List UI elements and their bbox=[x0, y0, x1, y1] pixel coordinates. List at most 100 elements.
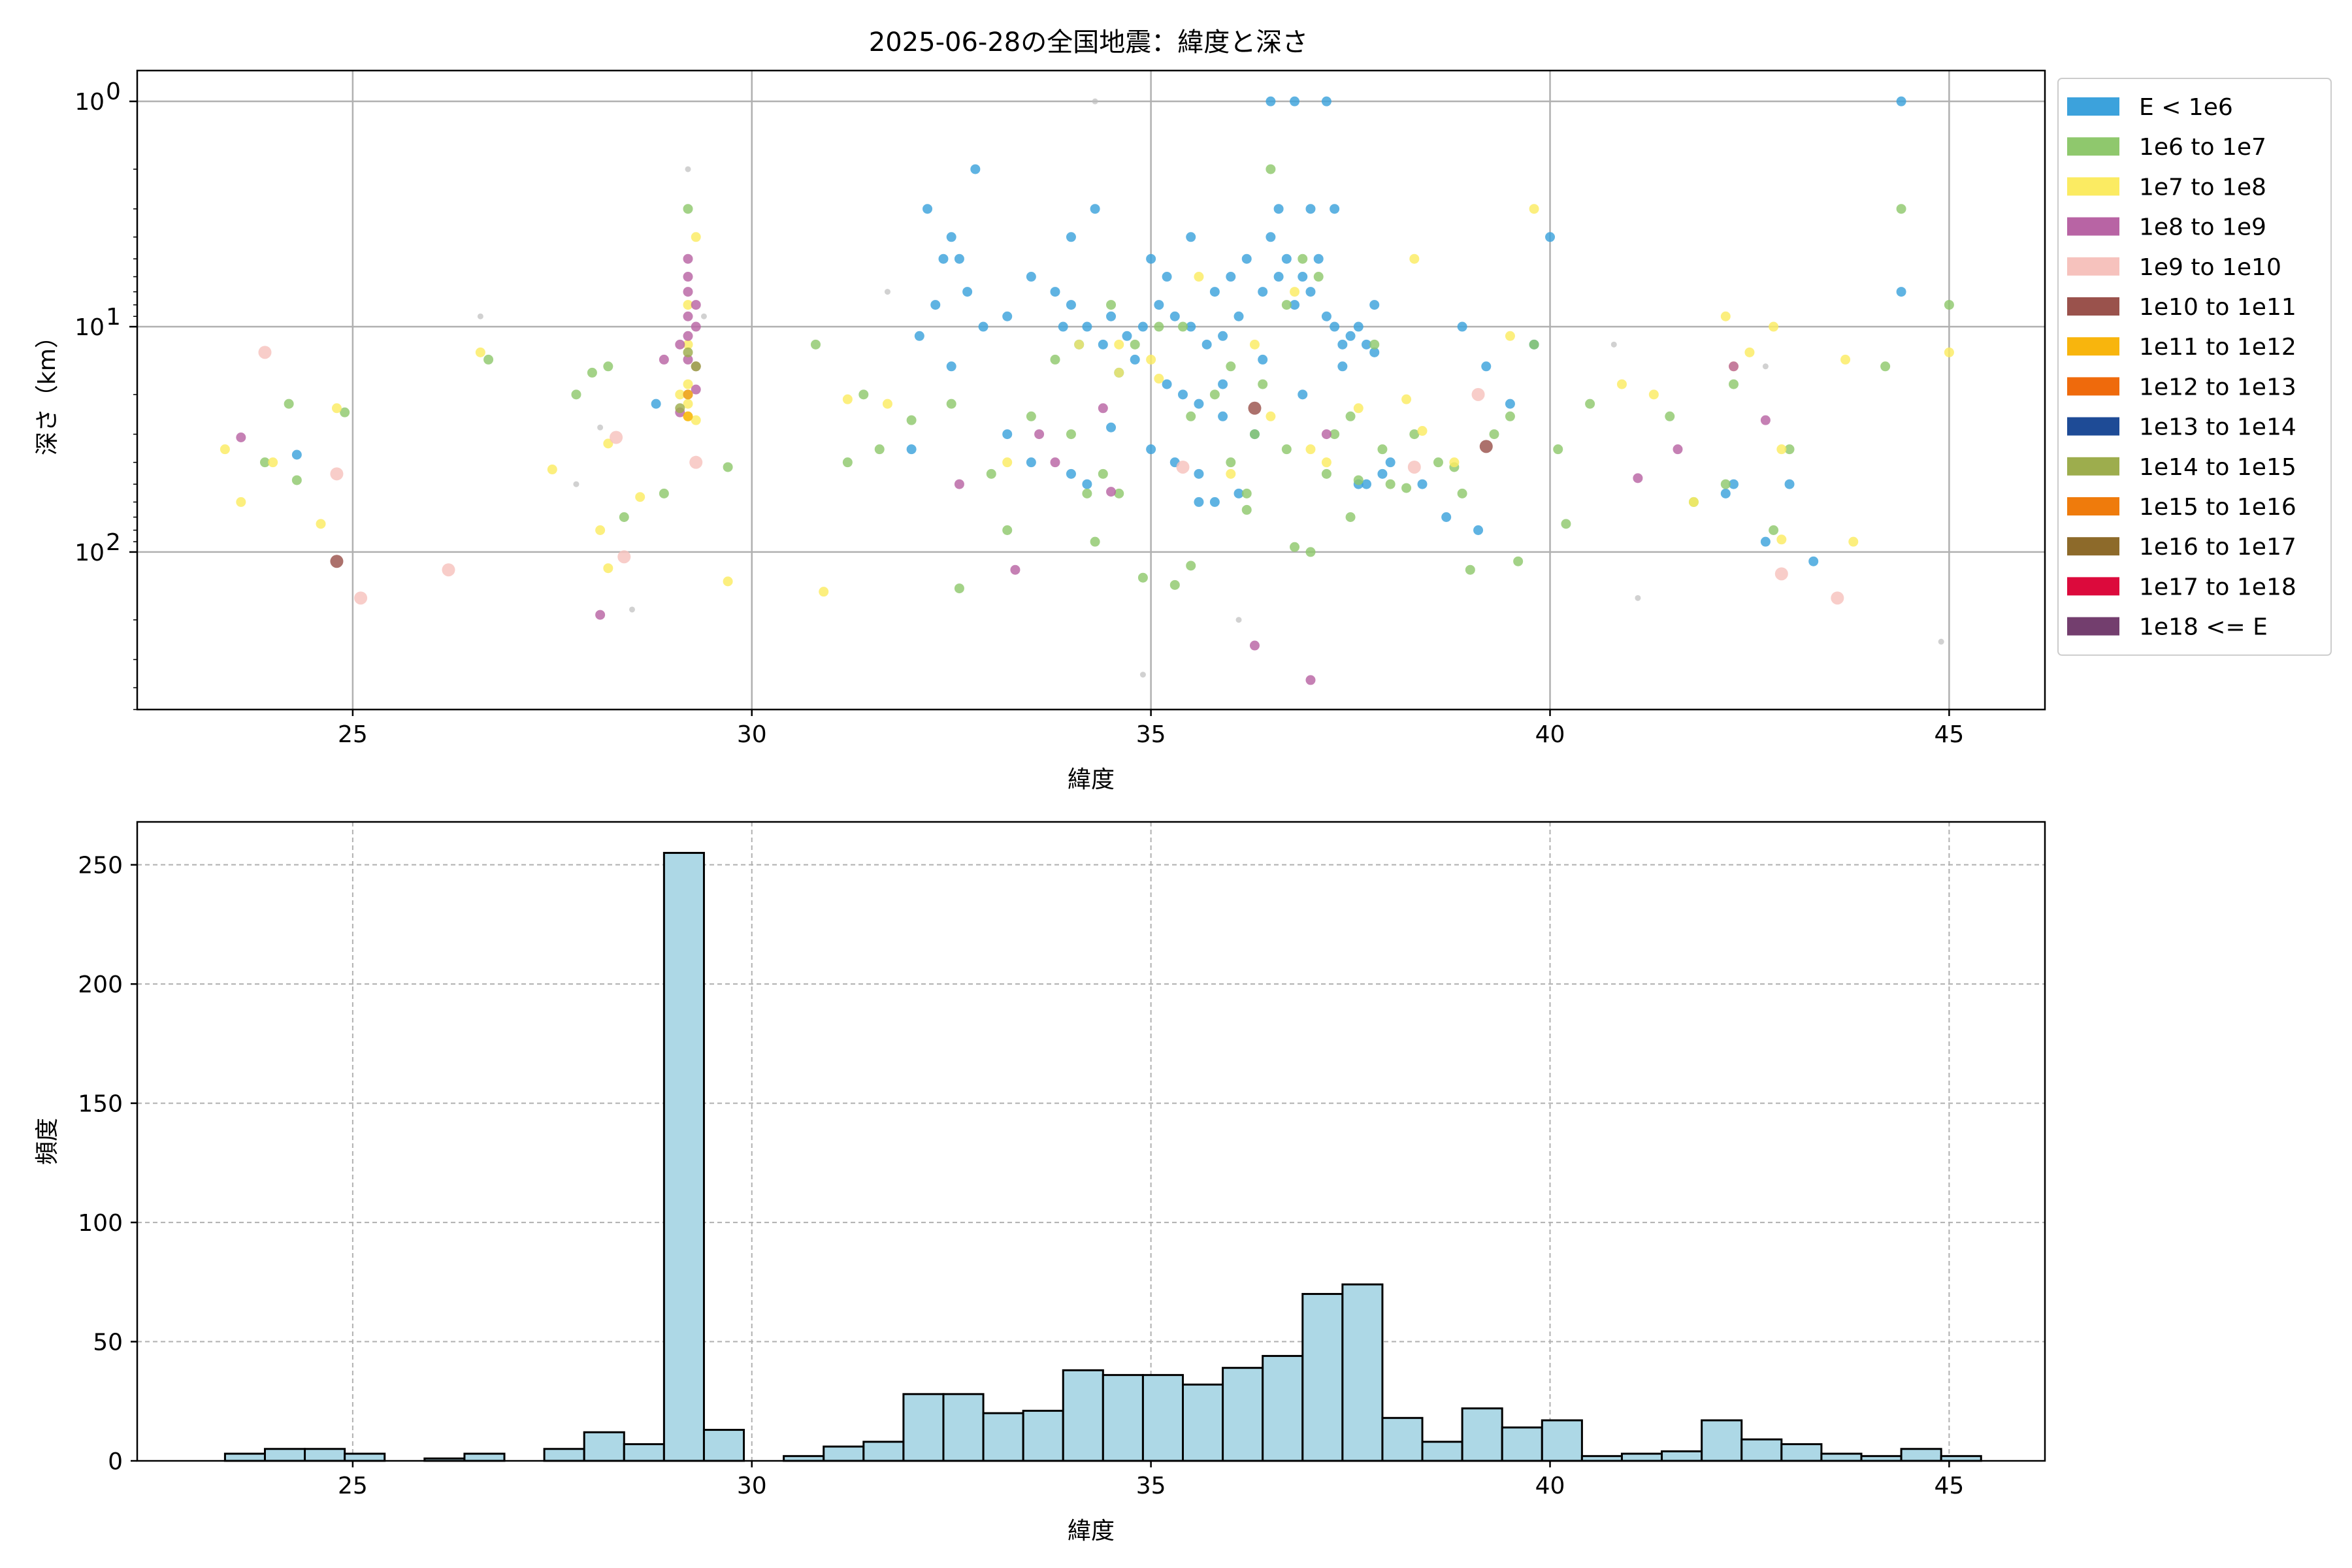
scatter-point bbox=[1154, 300, 1164, 310]
scatter-point bbox=[595, 610, 606, 620]
scatter-point bbox=[1729, 479, 1739, 489]
scatter-point bbox=[1114, 367, 1124, 378]
scatter-point bbox=[1313, 272, 1324, 282]
scatter-point bbox=[475, 347, 485, 357]
scatter-point bbox=[1194, 399, 1204, 409]
scatter-minor-point bbox=[1139, 672, 1146, 678]
scatter-point bbox=[1321, 311, 1331, 321]
scatter-y-tick-label: 10 bbox=[74, 314, 105, 341]
scatter-point bbox=[1178, 389, 1188, 400]
scatter-point bbox=[1840, 354, 1851, 365]
scatter-point bbox=[1248, 401, 1262, 415]
scatter-point bbox=[1082, 321, 1092, 332]
histogram-bar bbox=[583, 1431, 625, 1462]
scatter-point bbox=[1729, 361, 1739, 372]
scatter-point bbox=[1409, 253, 1420, 264]
scatter-point bbox=[1330, 429, 1340, 440]
scatter-point bbox=[842, 457, 853, 468]
scatter-point bbox=[1337, 361, 1348, 372]
scatter-point bbox=[1362, 479, 1372, 489]
scatter-point bbox=[954, 583, 964, 594]
scatter-point bbox=[442, 563, 455, 577]
scatter-point bbox=[1369, 300, 1380, 310]
scatter-point bbox=[1896, 96, 1906, 106]
scatter-point bbox=[1290, 542, 1300, 552]
scatter-point bbox=[938, 253, 949, 264]
legend-label: 1e6 to 1e7 bbox=[2139, 134, 2266, 161]
scatter-minor-point bbox=[1092, 98, 1098, 105]
scatter-point bbox=[819, 587, 829, 597]
histogram-bar bbox=[263, 1448, 306, 1462]
scatter-point bbox=[1074, 339, 1085, 350]
scatter-minor-point bbox=[884, 289, 890, 295]
scatter-point bbox=[954, 479, 964, 489]
legend-label: 1e13 to 1e14 bbox=[2139, 414, 2296, 441]
histogram-y-tick-label: 0 bbox=[108, 1448, 123, 1475]
scatter-point bbox=[1010, 564, 1021, 575]
scatter-point bbox=[483, 354, 494, 365]
scatter-point bbox=[1776, 534, 1787, 545]
histogram-bar bbox=[1780, 1443, 1823, 1462]
scatter-point bbox=[1377, 468, 1388, 479]
scatter-point bbox=[1337, 339, 1348, 350]
scatter-point bbox=[1106, 422, 1117, 433]
scatter-point bbox=[1233, 488, 1244, 498]
scatter-y-tick-exponent: 1 bbox=[106, 304, 121, 331]
histogram-bar bbox=[1620, 1452, 1663, 1462]
histogram-bar bbox=[662, 851, 705, 1462]
scatter-point bbox=[1345, 411, 1356, 421]
scatter-point bbox=[1407, 460, 1421, 474]
scatter-point bbox=[858, 389, 869, 400]
scatter-point bbox=[1026, 457, 1036, 468]
histogram-y-label: 頻度 bbox=[34, 1118, 61, 1165]
scatter-point bbox=[683, 411, 693, 421]
histogram-bar bbox=[902, 1393, 945, 1462]
scatter-point bbox=[683, 354, 693, 365]
scatter-point bbox=[236, 497, 246, 507]
scatter-point bbox=[1880, 361, 1891, 372]
scatter-minor-point bbox=[685, 166, 691, 172]
scatter-point bbox=[1298, 389, 1308, 400]
scatter-minor-point bbox=[477, 313, 483, 319]
scatter-point bbox=[1218, 331, 1228, 341]
scatter-minor-point bbox=[573, 481, 580, 487]
scatter-point bbox=[1505, 331, 1515, 341]
legend-swatch bbox=[2067, 577, 2119, 596]
legend-label: 1e9 to 1e10 bbox=[2139, 254, 2281, 281]
scatter-minor-point bbox=[1610, 341, 1617, 348]
scatter-point bbox=[1585, 399, 1595, 409]
scatter-point bbox=[1776, 444, 1787, 455]
scatter-point bbox=[1050, 287, 1060, 297]
scatter-point bbox=[236, 433, 246, 443]
scatter-point bbox=[603, 361, 613, 372]
scatter-point bbox=[1082, 479, 1092, 489]
scatter-point bbox=[1082, 488, 1092, 498]
histogram-bar bbox=[1102, 1374, 1144, 1462]
scatter-point bbox=[1050, 354, 1060, 365]
scatter-point bbox=[1169, 580, 1180, 590]
scatter-point bbox=[1479, 440, 1493, 453]
histogram-bar bbox=[543, 1448, 585, 1462]
scatter-point bbox=[675, 339, 685, 350]
histogram-bar bbox=[223, 1452, 266, 1462]
scatter-point bbox=[1688, 497, 1699, 507]
scatter-point bbox=[1769, 321, 1779, 332]
scatter-point bbox=[1353, 475, 1364, 485]
histogram-bar bbox=[623, 1443, 665, 1462]
histogram-bar bbox=[1022, 1409, 1064, 1462]
histogram-x-tick-label: 45 bbox=[1934, 1473, 1964, 1499]
scatter-point bbox=[1353, 321, 1364, 332]
scatter-point bbox=[571, 389, 581, 400]
scatter-point bbox=[1178, 321, 1188, 332]
scatter-point bbox=[1409, 429, 1420, 440]
scatter-point bbox=[1273, 272, 1284, 282]
scatter-x-tick-label: 30 bbox=[737, 721, 767, 748]
scatter-point bbox=[1186, 232, 1196, 242]
scatter-point bbox=[1760, 536, 1771, 547]
scatter-point bbox=[1848, 536, 1859, 547]
scatter-points bbox=[220, 96, 1954, 685]
scatter-point bbox=[1944, 300, 1954, 310]
histogram-plot-frame bbox=[136, 821, 2046, 1462]
scatter-point bbox=[617, 550, 631, 564]
